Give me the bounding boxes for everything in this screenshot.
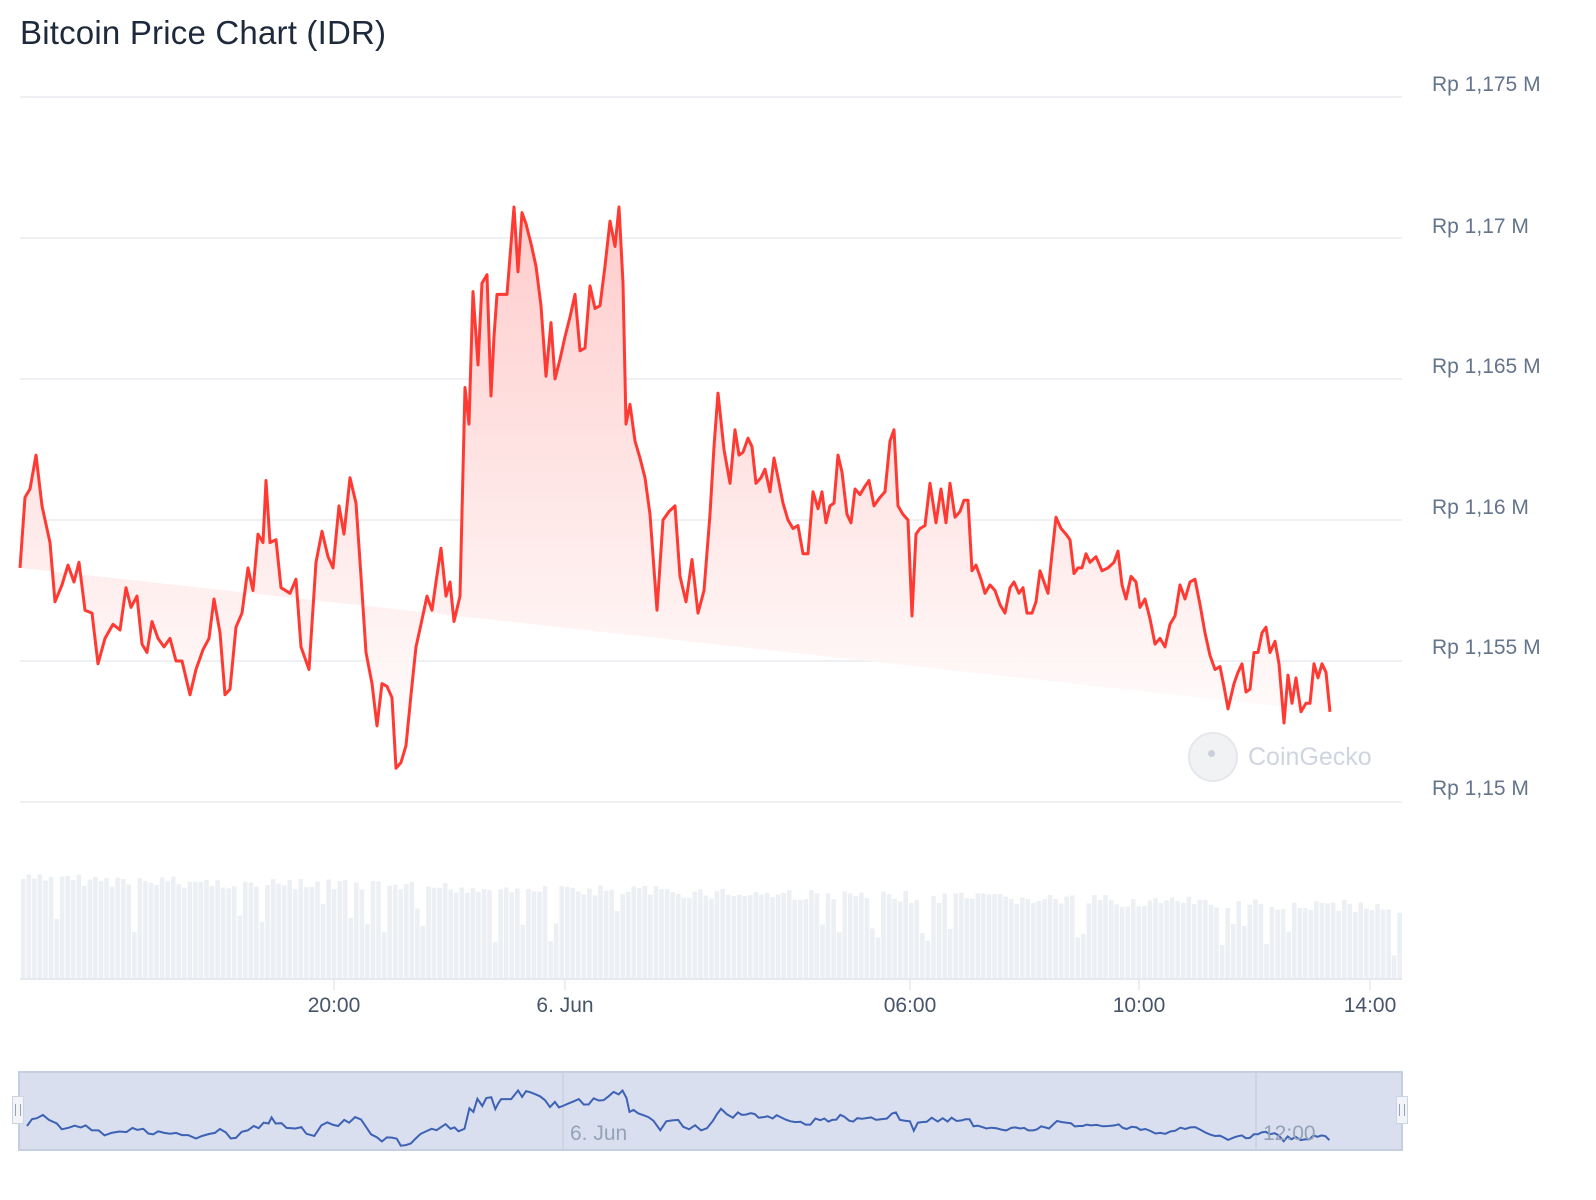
coingecko-logo-icon [1188, 732, 1238, 782]
page-title: Bitcoin Price Chart (IDR) [20, 14, 387, 51]
x-axis-ticks [333, 979, 1371, 990]
watermark-text: CoinGecko [1248, 742, 1372, 771]
x-label-1400: 14:00 [1343, 994, 1397, 1017]
x-label-6jun: 6. Jun [536, 994, 594, 1017]
navigator-left-handle[interactable] [12, 1096, 24, 1124]
x-label-2000: 20:00 [307, 994, 361, 1017]
volume-bars [21, 874, 1402, 979]
navigator-background[interactable] [18, 1071, 1403, 1151]
y-label-1175: Rp 1,175 M [1432, 73, 1541, 96]
y-label-1165: Rp 1,165 M [1432, 355, 1541, 378]
x-label-1000: 10:00 [1112, 994, 1166, 1017]
coingecko-watermark: CoinGecko [1188, 732, 1372, 782]
y-label-116: Rp 1,16 M [1432, 496, 1529, 519]
y-label-1155: Rp 1,155 M [1432, 636, 1541, 659]
navigator-label-1200: 12:00 [1263, 1122, 1316, 1145]
navigator-right-handle[interactable] [1396, 1096, 1408, 1124]
y-label-115: Rp 1,15 M [1432, 777, 1529, 800]
grip-icon [1399, 1104, 1405, 1116]
navigator-line [26, 1088, 1331, 1147]
price-area [20, 207, 1330, 769]
x-label-0600: 06:00 [883, 994, 937, 1017]
grip-icon [15, 1104, 21, 1116]
navigator-label-6jun: 6. Jun [570, 1122, 628, 1145]
y-label-117: Rp 1,17 M [1432, 215, 1529, 238]
price-line[interactable] [18, 205, 1332, 770]
